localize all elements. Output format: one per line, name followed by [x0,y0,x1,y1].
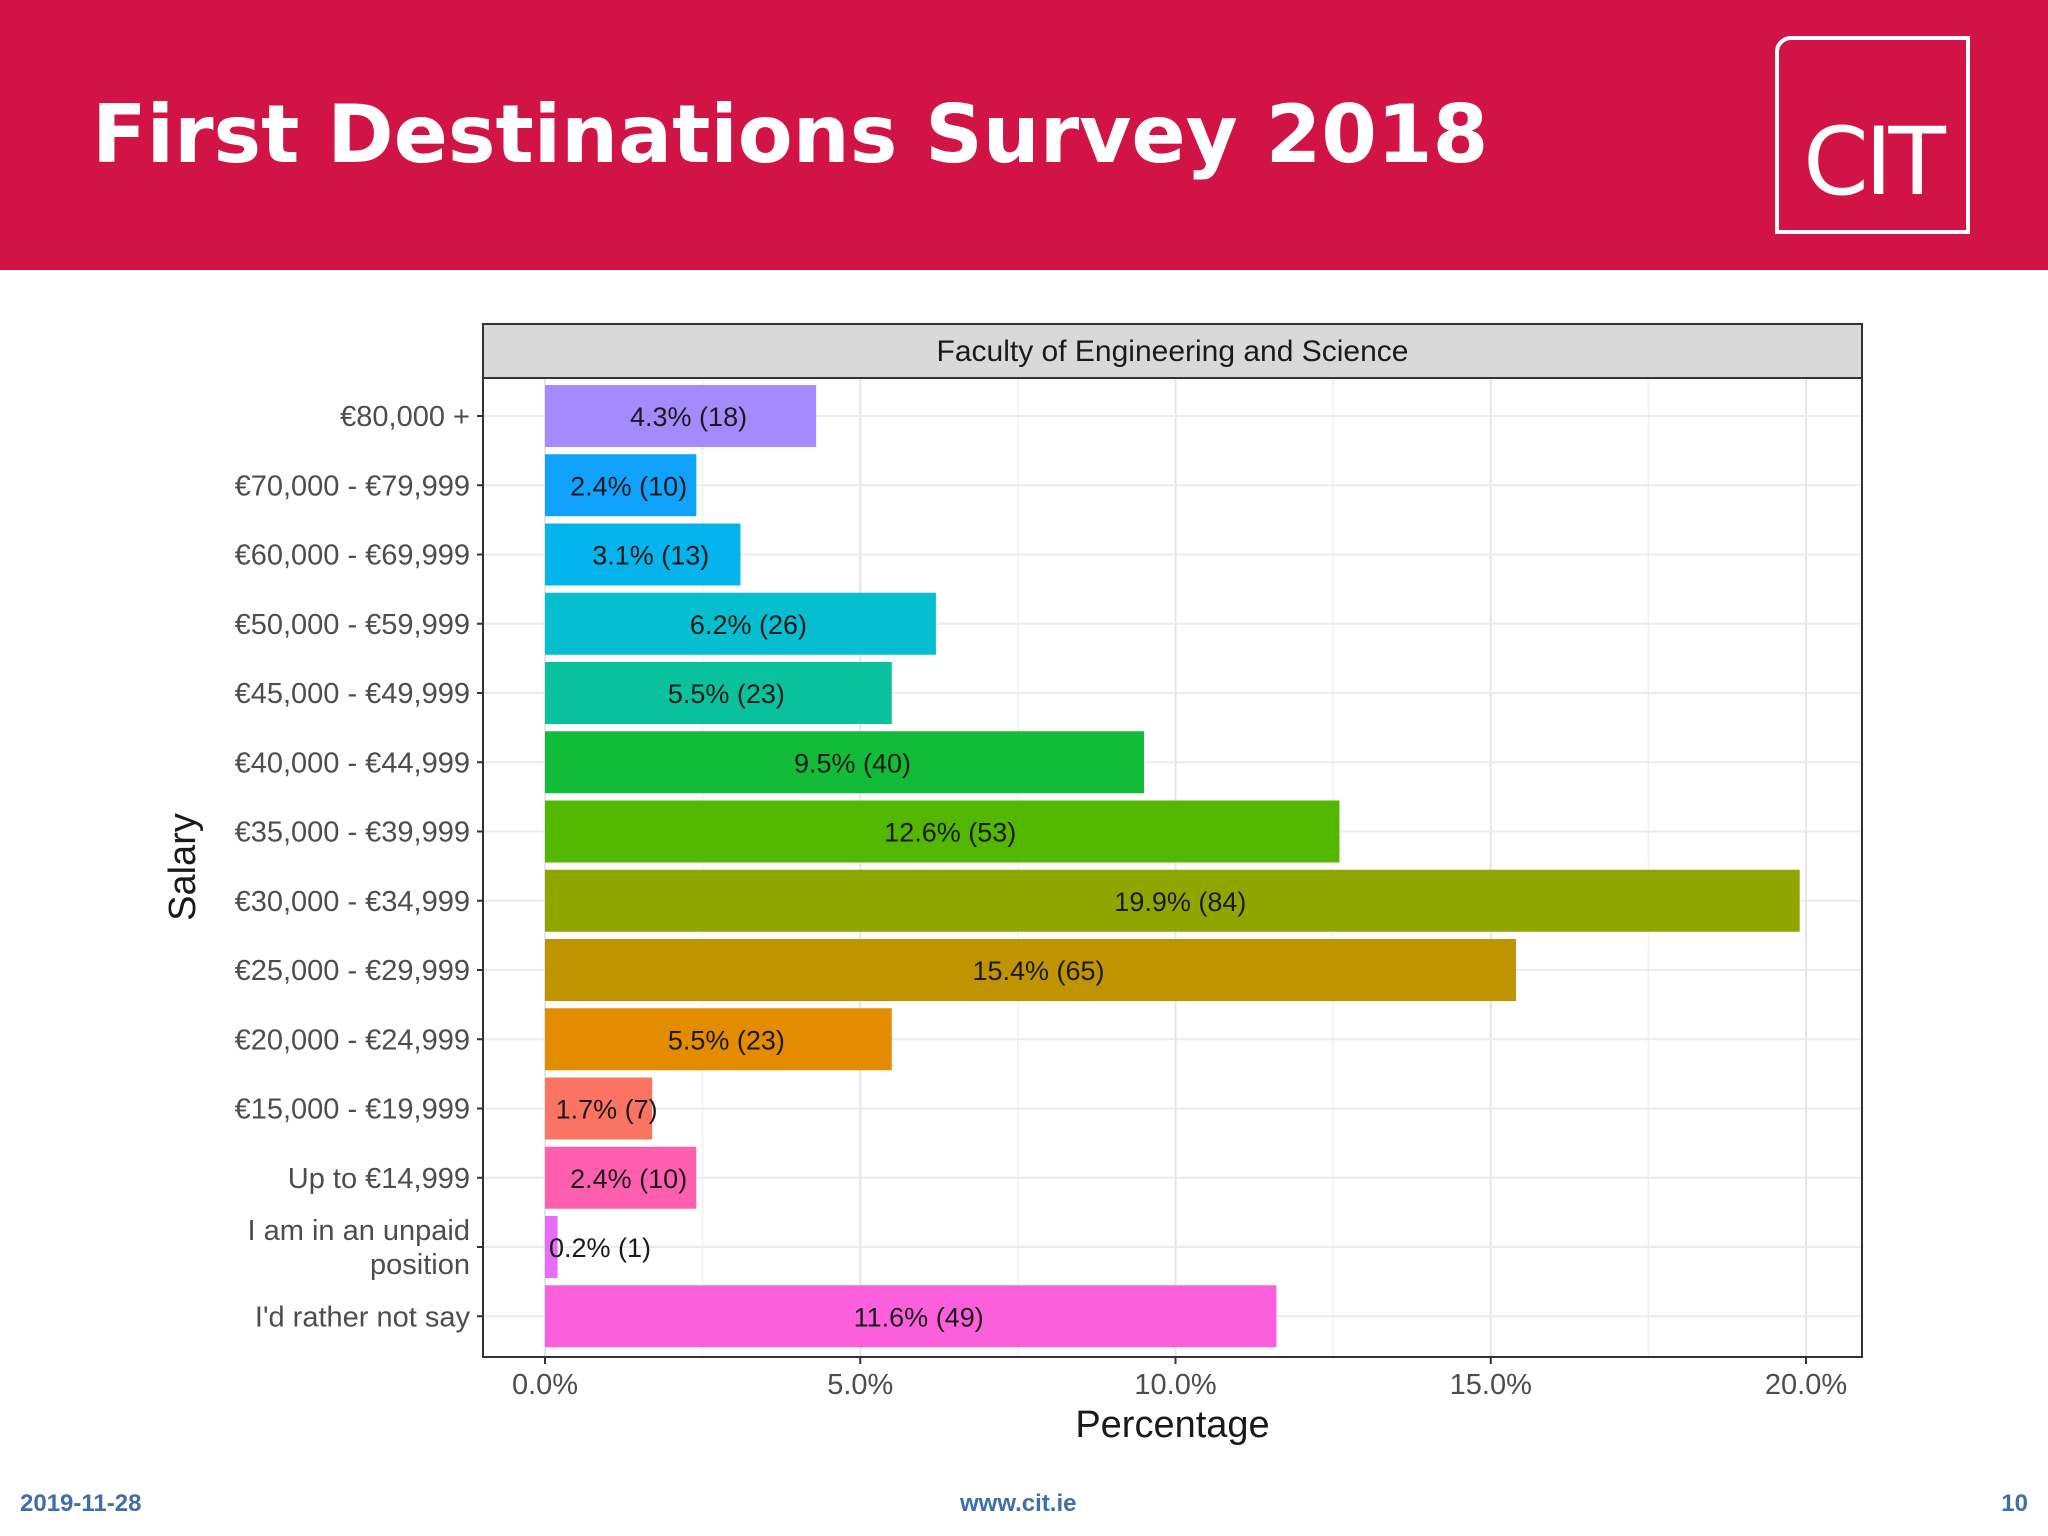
bar [545,731,1144,794]
data-label: 0.2% (1) [549,1233,651,1263]
bar [545,1008,892,1071]
y-axis-title: Salary [162,813,204,921]
bar [545,869,1800,932]
facet-strip [482,323,1863,379]
y-tick-label: I'd rather not say [255,1301,471,1333]
header-band: First Destinations Survey 2018 CIT [0,0,2048,270]
data-label: 9.5% (40) [794,748,911,778]
x-tick-label: 10.0% [1134,1369,1216,1401]
data-label: 11.6% (49) [854,1302,984,1332]
bar [545,1285,1277,1348]
data-label: 5.5% (23) [668,1025,785,1055]
bar [545,1146,697,1209]
y-tick-label: €35,000 - €39,999 [235,817,470,849]
bar [545,454,697,517]
x-tick-label: 0.0% [512,1369,578,1401]
bar [545,523,741,586]
data-label: 3.1% (13) [592,541,709,571]
data-label: 12.6% (53) [884,818,1016,848]
y-tick-label: €20,000 - €24,999 [235,1024,470,1056]
bar [545,385,817,447]
y-tick-label: €15,000 - €19,999 [235,1094,470,1126]
x-axis-title: Percentage [1075,1404,1269,1446]
slide-title: First Destinations Survey 2018 [92,88,1489,181]
panel-border [482,377,1863,1358]
y-tick-label: €25,000 - €29,999 [235,955,470,987]
bar [545,939,1516,1001]
data-label: 2.4% (10) [570,1164,687,1194]
data-label: 2.4% (10) [570,471,687,501]
data-label: 19.9% (84) [1114,887,1246,917]
data-label: 6.2% (26) [690,610,807,640]
footer-date: 2019-11-28 [20,1490,142,1517]
data-label: 5.5% (23) [668,679,785,709]
bar [545,1216,558,1278]
data-label: 15.4% (65) [972,956,1104,986]
y-tick-label: Up to €14,999 [288,1163,470,1195]
bar [545,800,1340,863]
y-tick-label: €70,000 - €79,999 [235,470,470,502]
cit-logo: CIT [1775,36,1970,234]
y-tick-label: €40,000 - €44,999 [235,747,470,779]
y-tick-label: I am in an unpaid [248,1215,470,1247]
bar [545,662,892,724]
y-tick-label: €80,000 + [340,401,470,433]
data-label: 1.7% (7) [556,1095,658,1125]
page-number: 10 [2001,1490,2028,1517]
bar [545,1077,653,1140]
x-tick-label: 15.0% [1450,1369,1532,1401]
y-tick-label: €45,000 - €49,999 [235,678,470,710]
cit-logo-text: CIT [1803,108,1946,217]
y-tick-label: position [370,1249,470,1281]
y-tick-label: €50,000 - €59,999 [235,609,470,641]
bar [545,592,936,655]
data-label: 4.3% (18) [630,402,747,432]
footer-url[interactable]: www.cit.ie [960,1490,1077,1517]
y-tick-label: €30,000 - €34,999 [235,886,470,918]
x-tick-label: 20.0% [1765,1369,1847,1401]
facet-title: Faculty of Engineering and Science [937,335,1409,368]
y-tick-label: €60,000 - €69,999 [235,540,470,572]
x-tick-label: 5.0% [827,1369,893,1401]
